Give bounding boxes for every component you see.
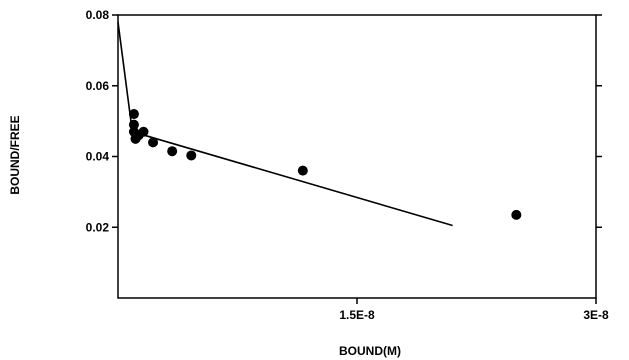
fit-line-layer bbox=[117, 21, 453, 227]
y-tick-label: 0.06 bbox=[86, 79, 110, 93]
x-tick-label: 3E-8 bbox=[583, 308, 609, 322]
data-point bbox=[128, 109, 139, 120]
y-tick-label: 0.04 bbox=[86, 150, 110, 164]
x-axis-title: BOUND(M) bbox=[339, 344, 401, 358]
x-tick-label: 1.5E-8 bbox=[339, 308, 375, 322]
y-tick-label: 0.08 bbox=[86, 8, 110, 22]
x-axis: 1.5E-8 3E-8 bbox=[339, 298, 609, 322]
y-axis: 0.02 0.04 0.06 0.08 bbox=[86, 8, 602, 234]
data-point bbox=[167, 146, 178, 157]
data-point bbox=[138, 126, 149, 137]
y-tick-label: 0.02 bbox=[86, 220, 110, 234]
data-point bbox=[511, 209, 522, 220]
data-point bbox=[128, 119, 139, 130]
y-axis-title: BOUND/FREE bbox=[8, 115, 22, 194]
data-points-layer bbox=[128, 109, 522, 220]
data-point bbox=[148, 137, 159, 148]
data-point bbox=[186, 150, 197, 161]
data-point bbox=[297, 165, 308, 176]
fit-line bbox=[117, 21, 453, 227]
